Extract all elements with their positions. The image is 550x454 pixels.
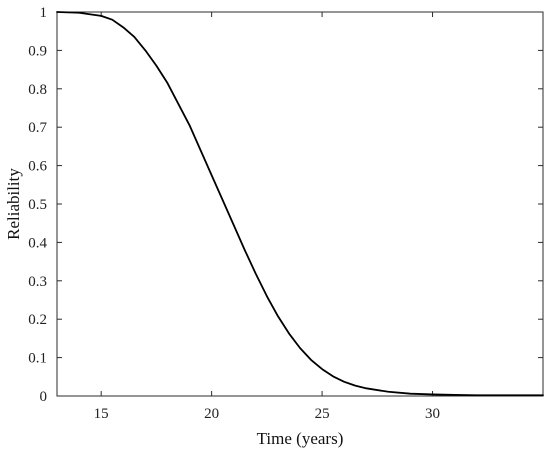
y-tick-label: 0.7	[28, 120, 47, 136]
ticks	[57, 11, 543, 397]
y-tick-label: 0.1	[28, 351, 47, 367]
reliability-curve	[56, 11, 544, 397]
y-axis-label: Reliability	[4, 168, 23, 240]
series	[56, 11, 544, 397]
y-tick-label: 0.3	[28, 274, 47, 290]
axes	[56, 11, 544, 397]
y-tick-label: 0.2	[28, 312, 47, 328]
x-tick-label: 15	[94, 406, 109, 422]
x-tick-label: 25	[315, 406, 330, 422]
x-axis-label: Time (years)	[257, 429, 344, 448]
x-tick-label: 30	[425, 406, 440, 422]
y-tick-label: 0.5	[28, 197, 47, 213]
tick-labels: 15 20 25 30 0 0.1 0.2 0.3 0.4 0.5 0.6 0.7 0.8 0.9 1	[28, 5, 440, 422]
y-tick-label: 0.4	[28, 235, 47, 251]
plot-frame	[56, 11, 544, 397]
y-tick-label: 1	[40, 5, 48, 21]
x-tick-label: 20	[204, 406, 219, 422]
y-tick-label: 0.6	[28, 159, 47, 175]
y-tick-label: 0	[40, 389, 48, 405]
y-tick-label: 0.8	[28, 82, 47, 98]
y-tick-label: 0.9	[28, 43, 47, 59]
